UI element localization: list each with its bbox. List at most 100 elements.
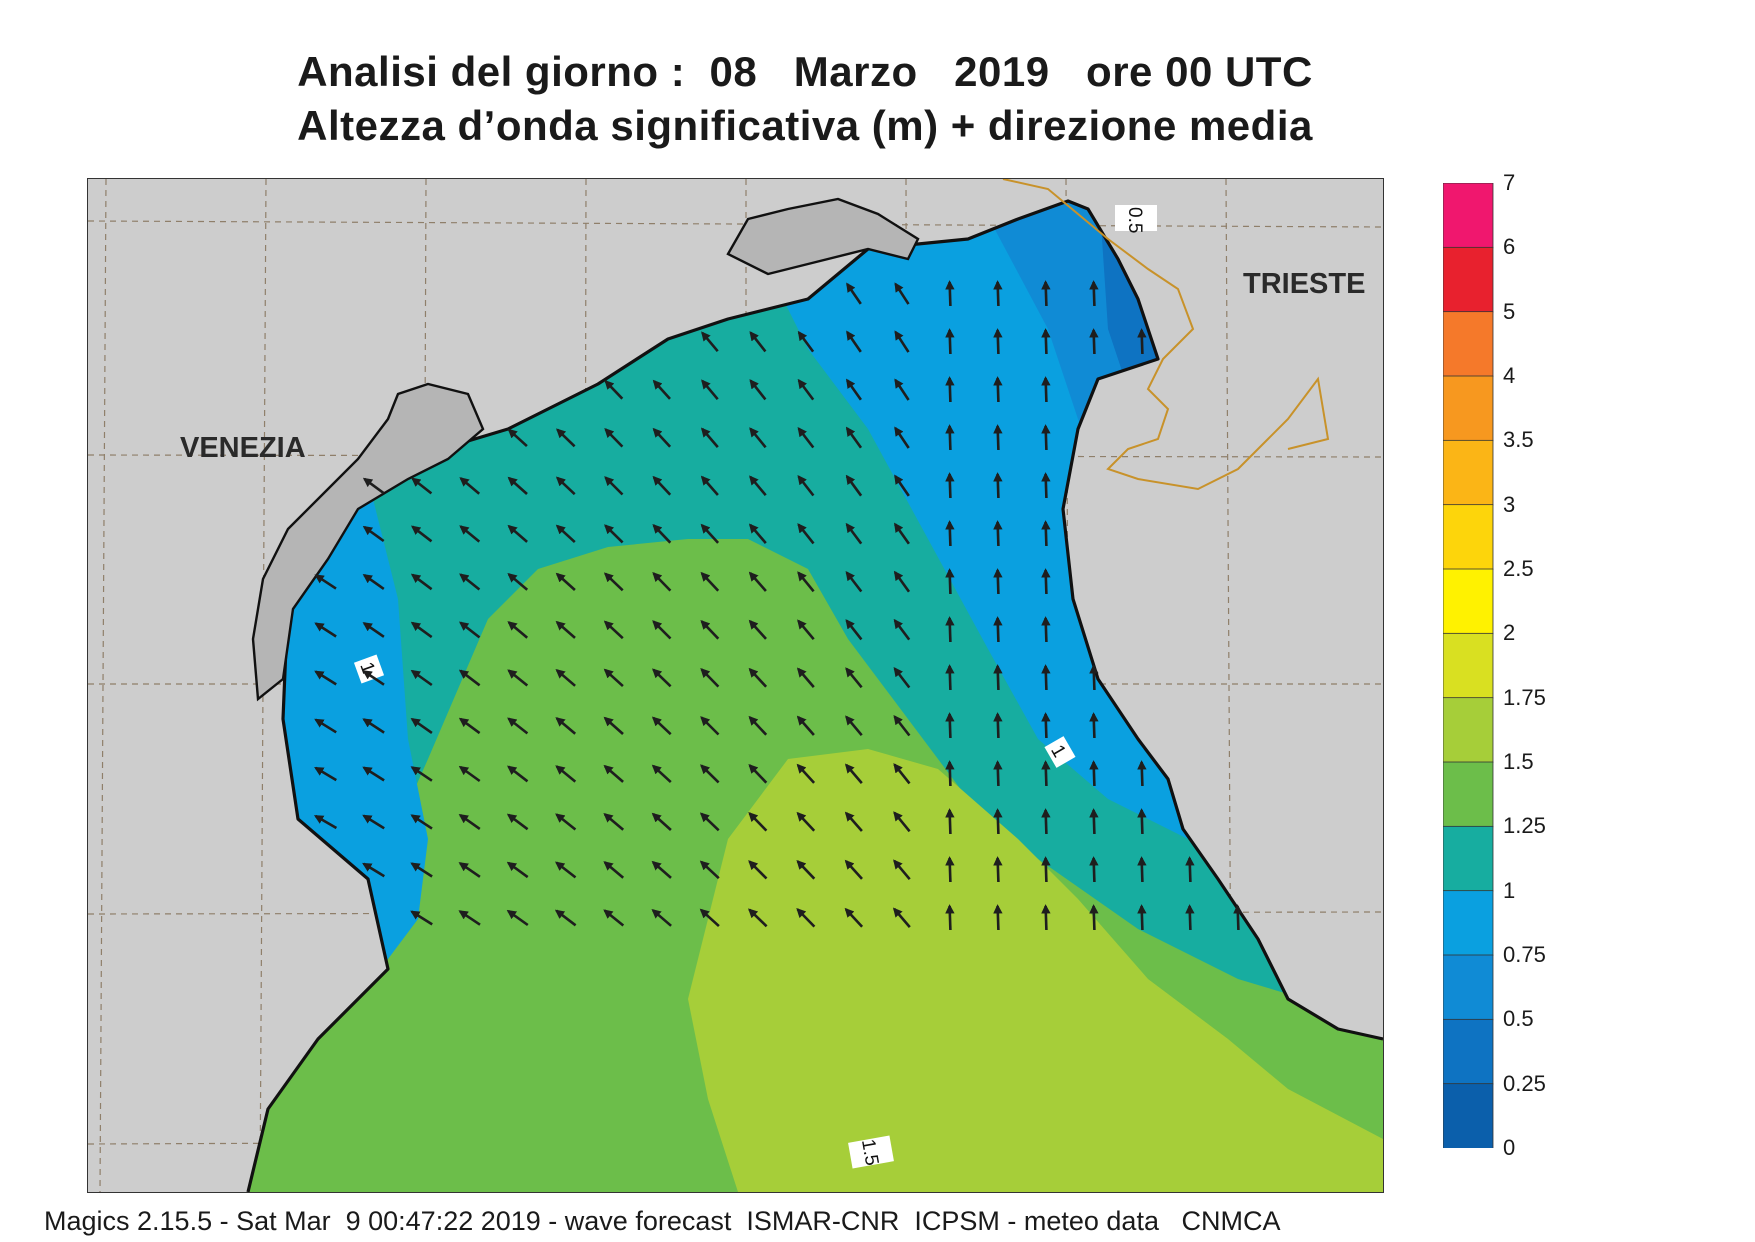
wave-direction-arrow <box>893 859 911 881</box>
wave-direction-arrow <box>797 475 815 497</box>
wave-direction-arrow <box>603 620 624 640</box>
wave-direction-arrow <box>748 763 768 784</box>
legend-label: 1.25 <box>1503 813 1546 839</box>
legend-swatch <box>1443 375 1494 442</box>
wave-direction-arrows <box>313 280 1243 931</box>
legend-label: 0 <box>1503 1135 1516 1160</box>
wave-direction-arrow <box>796 811 816 832</box>
wave-direction-arrow <box>893 570 911 593</box>
wave-direction-arrow <box>893 811 911 833</box>
wave-direction-arrow <box>603 812 625 831</box>
contour-label-1.5: 1.5 <box>857 1138 882 1168</box>
wave-direction-arrow <box>555 620 576 639</box>
legend-label: 1.5 <box>1503 749 1534 774</box>
wave-direction-arrow <box>700 571 720 592</box>
wave-height-map: VENEZIA TRIESTE 0.5 1 1 1.5 <box>87 178 1384 1193</box>
wave-direction-arrow <box>362 862 385 878</box>
wave-direction-arrow <box>314 670 337 686</box>
wave-direction-arrow <box>844 811 863 832</box>
wave-direction-arrow <box>845 474 863 497</box>
legend-label: 3 <box>1503 491 1516 517</box>
wave-direction-arrow <box>1041 616 1051 643</box>
wave-direction-arrow <box>1137 760 1147 787</box>
wave-direction-arrow <box>894 330 910 353</box>
wave-direction-arrow <box>993 808 1003 835</box>
wave-direction-arrow <box>700 475 719 496</box>
wave-direction-arrow <box>458 765 481 783</box>
legend-swatch <box>1443 439 1494 506</box>
legend-swatch <box>1443 825 1494 892</box>
map-title: Analisi del giorno : 08 Marzo 2019 ore 0… <box>297 48 1313 95</box>
wave-direction-arrow <box>410 910 433 926</box>
wave-direction-arrow <box>1089 856 1099 883</box>
wave-direction-arrow <box>748 812 768 832</box>
wave-direction-arrow <box>892 907 911 928</box>
wave-direction-arrow <box>1041 328 1051 355</box>
wave-direction-arrow <box>410 862 433 878</box>
wave-direction-arrow <box>945 280 955 307</box>
wave-direction-arrow <box>701 331 719 353</box>
wave-direction-arrow <box>410 573 433 591</box>
wave-direction-arrow <box>845 426 863 449</box>
legend-label: 4 <box>1503 363 1516 388</box>
wave-direction-arrow <box>506 909 529 927</box>
wave-direction-arrow <box>993 568 1003 595</box>
legend-swatch <box>1443 890 1494 956</box>
city-label-venezia: VENEZIA <box>180 432 306 464</box>
wave-direction-arrow <box>507 717 529 735</box>
wave-direction-arrow <box>945 520 955 547</box>
wave-direction-arrow <box>362 718 385 734</box>
wave-direction-arrow <box>748 523 767 544</box>
coastline <box>246 199 1383 1192</box>
wave-direction-arrow <box>362 574 385 590</box>
wave-direction-arrow <box>1041 424 1051 451</box>
wave-direction-arrow <box>603 861 625 879</box>
wave-direction-arrow <box>1041 376 1051 403</box>
wave-direction-arrow <box>993 280 1003 307</box>
legend-swatch <box>1443 954 1494 1021</box>
wave-direction-arrow <box>893 667 911 689</box>
wave-direction-arrow <box>652 523 672 544</box>
wave-direction-arrow <box>993 424 1003 451</box>
wave-direction-arrow <box>1041 760 1051 787</box>
wave-direction-arrow <box>507 572 529 591</box>
legend-label: 2 <box>1503 620 1516 646</box>
wave-direction-arrow <box>554 909 577 927</box>
wave-direction-arrow <box>1041 856 1051 883</box>
legend-swatch <box>1443 761 1494 828</box>
legend-color-bar <box>1443 183 1494 1148</box>
wave-direction-arrow <box>603 572 624 592</box>
wave-direction-arrow <box>1185 904 1195 931</box>
wave-direction-arrow <box>556 428 576 448</box>
wave-direction-arrow <box>700 764 720 784</box>
wave-direction-arrow <box>1137 328 1147 355</box>
wave-direction-arrow <box>894 378 910 401</box>
wave-direction-arrow <box>845 715 863 737</box>
wave-direction-arrow <box>796 859 816 880</box>
wave-direction-arrow <box>846 330 862 353</box>
wave-direction-arrow <box>993 472 1003 499</box>
wave-direction-arrow <box>651 860 672 879</box>
wave-direction-arrow <box>1089 664 1099 691</box>
friuli-coast-land <box>726 197 920 276</box>
wave-direction-arrow <box>1089 760 1099 787</box>
wave-direction-arrow <box>797 571 815 593</box>
wave-direction-arrow <box>993 616 1003 643</box>
wave-direction-arrow <box>894 474 910 497</box>
wave-direction-arrow <box>700 668 720 688</box>
wave-direction-arrow <box>603 764 624 783</box>
wave-direction-arrow <box>1089 280 1099 307</box>
wave-direction-arrow <box>893 763 911 785</box>
legend-label: 1.75 <box>1503 684 1546 710</box>
wave-direction-arrow <box>458 862 481 878</box>
legend-label: 2.5 <box>1503 556 1534 581</box>
wave-direction-arrow <box>945 328 955 355</box>
legend-swatch <box>1443 246 1494 313</box>
wave-direction-arrow <box>1137 808 1147 835</box>
wave-direction-arrow <box>893 715 911 737</box>
wave-direction-arrow <box>410 766 433 782</box>
wave-direction-arrow <box>603 909 625 927</box>
legend-label: 1 <box>1503 877 1516 903</box>
wave-direction-arrow <box>945 808 955 835</box>
wave-direction-arrow <box>507 476 528 495</box>
